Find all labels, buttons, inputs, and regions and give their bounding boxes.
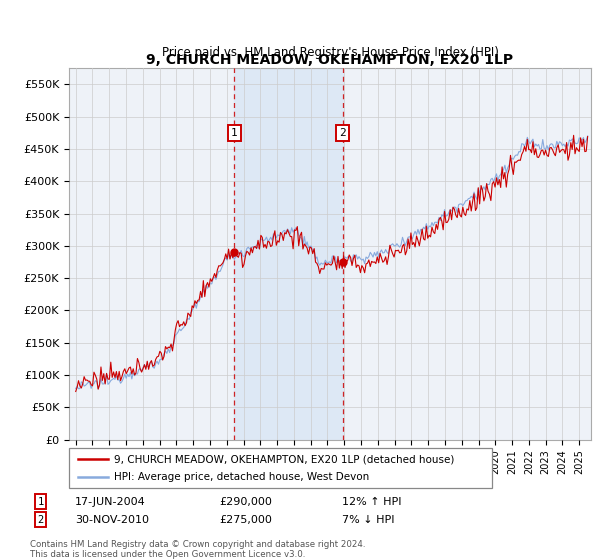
Text: Contains HM Land Registry data © Crown copyright and database right 2024.
This d: Contains HM Land Registry data © Crown c…	[30, 540, 365, 559]
Text: 2: 2	[340, 128, 346, 138]
Text: 7% ↓ HPI: 7% ↓ HPI	[342, 515, 395, 525]
Text: HPI: Average price, detached house, West Devon: HPI: Average price, detached house, West…	[114, 472, 369, 482]
Text: 1: 1	[231, 128, 238, 138]
Text: Price paid vs. HM Land Registry's House Price Index (HPI): Price paid vs. HM Land Registry's House …	[161, 46, 499, 59]
Text: 9, CHURCH MEADOW, OKEHAMPTON, EX20 1LP (detached house): 9, CHURCH MEADOW, OKEHAMPTON, EX20 1LP (…	[114, 454, 454, 464]
Text: 2: 2	[38, 515, 44, 525]
Text: 1: 1	[38, 497, 44, 507]
Bar	[235, 68, 343, 440]
Text: £275,000: £275,000	[219, 515, 272, 525]
Text: 17-JUN-2004: 17-JUN-2004	[75, 497, 146, 507]
Text: 30-NOV-2010: 30-NOV-2010	[75, 515, 149, 525]
Title: 9, CHURCH MEADOW, OKEHAMPTON, EX20 1LP: 9, CHURCH MEADOW, OKEHAMPTON, EX20 1LP	[146, 53, 514, 67]
Text: 12% ↑ HPI: 12% ↑ HPI	[342, 497, 401, 507]
Text: £290,000: £290,000	[219, 497, 272, 507]
